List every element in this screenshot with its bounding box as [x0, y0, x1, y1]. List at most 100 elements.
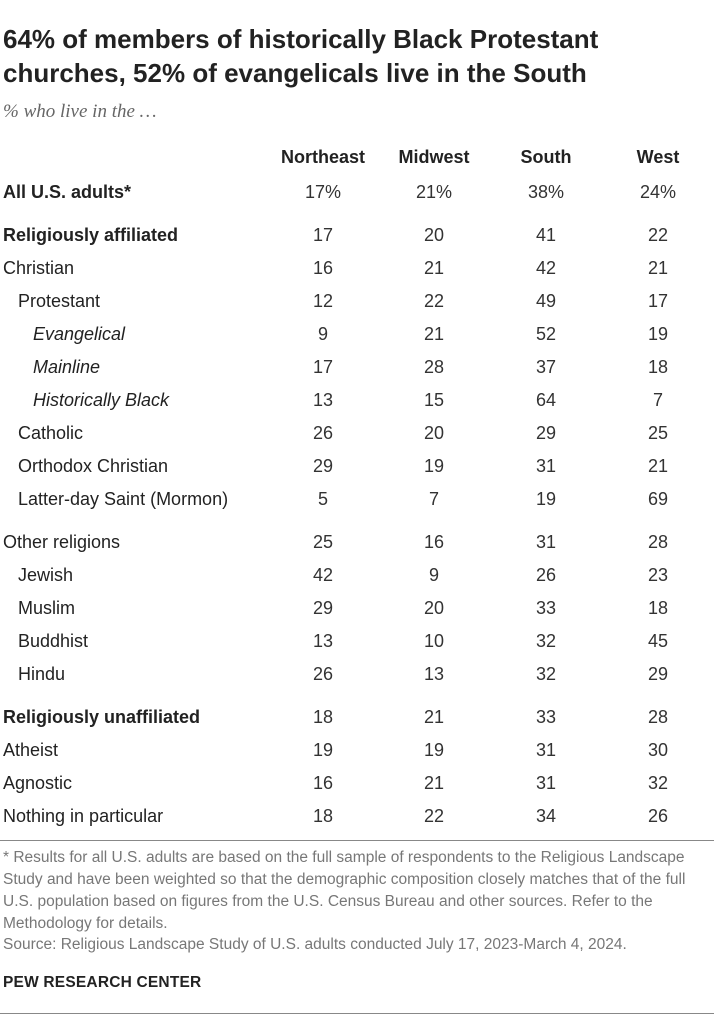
- table-cell-south: 31: [535, 532, 557, 552]
- column-header-midwest: Midwest: [398, 147, 470, 167]
- table-cell-south: 33: [535, 598, 557, 618]
- table-cell-northeast: 13: [312, 631, 334, 651]
- table-cell-west: 28: [647, 532, 669, 552]
- table-row: Agnostic 16 21 31 32: [0, 773, 714, 801]
- table-row: Latter-day Saint (Mormon) 5 7 19 69: [0, 489, 714, 517]
- table-cell-northeast: 17: [312, 225, 334, 245]
- table-cell-midwest: 22: [423, 806, 445, 826]
- chart-title: 64% of members of historically Black Pro…: [3, 24, 599, 88]
- row-label: Evangelical: [33, 324, 126, 344]
- table-cell-northeast: 17: [312, 357, 334, 377]
- table-cell-south: 32: [535, 664, 557, 684]
- table-cell-south: 29: [535, 423, 557, 443]
- table-cell-northeast: 25: [312, 532, 334, 552]
- table-row: Atheist 19 19 31 30: [0, 740, 714, 768]
- table-cell-south: 31: [535, 773, 557, 793]
- table-row: All U.S. adults* 17% 21% 38% 24%: [0, 182, 714, 210]
- table-cell-midwest: 21: [423, 324, 445, 344]
- row-label: Jewish: [18, 565, 74, 585]
- row-label: Agnostic: [3, 773, 73, 793]
- row-label: Christian: [3, 258, 75, 278]
- table-cell-south: 49: [535, 291, 557, 311]
- table-cell-west: 22: [647, 225, 669, 245]
- table-cell-south: 31: [535, 740, 557, 760]
- row-label: Religiously affiliated: [3, 225, 179, 245]
- brand-logo-text: PEW RESEARCH CENTER: [3, 974, 202, 991]
- table-cell-midwest: 21%: [415, 182, 453, 202]
- table-cell-northeast: 9: [317, 324, 328, 344]
- table-cell-northeast: 29: [312, 598, 334, 618]
- table-cell-northeast: 18: [312, 806, 334, 826]
- table-cell-south: 26: [535, 565, 557, 585]
- table-cell-south: 19: [535, 489, 557, 509]
- table-cell-west: 28: [647, 707, 669, 727]
- table-cell-midwest: 22: [423, 291, 445, 311]
- table-cell-northeast: 18: [312, 707, 334, 727]
- table-cell-west: 23: [647, 565, 669, 585]
- table-cell-midwest: 19: [423, 740, 445, 760]
- footer-divider: [0, 840, 714, 841]
- table-cell-northeast: 16: [312, 258, 334, 278]
- table-row: Muslim 29 20 33 18: [0, 598, 714, 626]
- row-label: Mainline: [33, 357, 101, 377]
- row-label: Muslim: [18, 598, 75, 618]
- row-label: Other religions: [3, 532, 121, 552]
- table-cell-south: 64: [535, 390, 557, 410]
- table-cell-west: 25: [647, 423, 669, 443]
- table-cell-midwest: 9: [428, 565, 439, 585]
- table-cell-south: 41: [535, 225, 557, 245]
- row-label: All U.S. adults*: [3, 182, 132, 202]
- row-label: Hindu: [18, 664, 66, 684]
- table-cell-south: 31: [535, 456, 557, 476]
- table-cell-west: 30: [647, 740, 669, 760]
- chart-subtitle: % who live in the …: [3, 101, 157, 122]
- table-row: Other religions 25 16 31 28: [0, 532, 714, 560]
- table-cell-midwest: 28: [423, 357, 445, 377]
- table-row: Nothing in particular 18 22 34 26: [0, 806, 714, 834]
- table-cell-west: 21: [647, 258, 669, 278]
- table-cell-south: 42: [535, 258, 557, 278]
- table-cell-midwest: 21: [423, 707, 445, 727]
- table-cell-midwest: 13: [423, 664, 445, 684]
- table-cell-midwest: 20: [423, 225, 445, 245]
- table-row: Hindu 26 13 32 29: [0, 664, 714, 692]
- table-row: Mainline 17 28 37 18: [0, 357, 714, 385]
- table-cell-south: 37: [535, 357, 557, 377]
- table-cell-west: 18: [647, 598, 669, 618]
- table-cell-northeast: 26: [312, 664, 334, 684]
- row-label: Religiously unaffiliated: [3, 707, 201, 727]
- table-cell-west: 21: [647, 456, 669, 476]
- table-cell-northeast: 16: [312, 773, 334, 793]
- footnote: * Results for all U.S. adults are based …: [3, 849, 686, 932]
- table-cell-midwest: 15: [423, 390, 445, 410]
- table-cell-south: 38%: [527, 182, 565, 202]
- table-cell-midwest: 10: [423, 631, 445, 651]
- table-cell-midwest: 20: [423, 598, 445, 618]
- table-row: Protestant 12 22 49 17: [0, 291, 714, 319]
- table-cell-northeast: 19: [312, 740, 334, 760]
- table-row: Christian 16 21 42 21: [0, 258, 714, 286]
- table-cell-northeast: 26: [312, 423, 334, 443]
- data-table: Northeast Midwest South West All U.S. adults…: [0, 147, 714, 834]
- column-header-northeast: Northeast: [280, 147, 365, 167]
- table-cell-northeast: 12: [312, 291, 334, 311]
- table-cell-west: 24%: [639, 182, 677, 202]
- table-row: Catholic 26 20 29 25: [0, 423, 714, 451]
- bottom-divider: [0, 1013, 714, 1014]
- row-label: Protestant: [18, 291, 101, 311]
- row-label: Historically Black: [33, 390, 170, 410]
- table-cell-northeast: 13: [312, 390, 334, 410]
- table-cell-northeast: 17%: [304, 182, 342, 202]
- table-cell-west: 18: [647, 357, 669, 377]
- table-cell-midwest: 19: [423, 456, 445, 476]
- table-row: Evangelical 9 21 52 19: [0, 324, 714, 352]
- table-cell-midwest: 21: [423, 773, 445, 793]
- row-label: Nothing in particular: [3, 806, 164, 826]
- row-label: Orthodox Christian: [18, 456, 169, 476]
- table-cell-midwest: 16: [423, 532, 445, 552]
- table-cell-west: 45: [647, 631, 669, 651]
- table-cell-west: 69: [647, 489, 669, 509]
- table-cell-midwest: 7: [428, 489, 439, 509]
- column-header-west: West: [636, 147, 680, 167]
- table-cell-midwest: 20: [423, 423, 445, 443]
